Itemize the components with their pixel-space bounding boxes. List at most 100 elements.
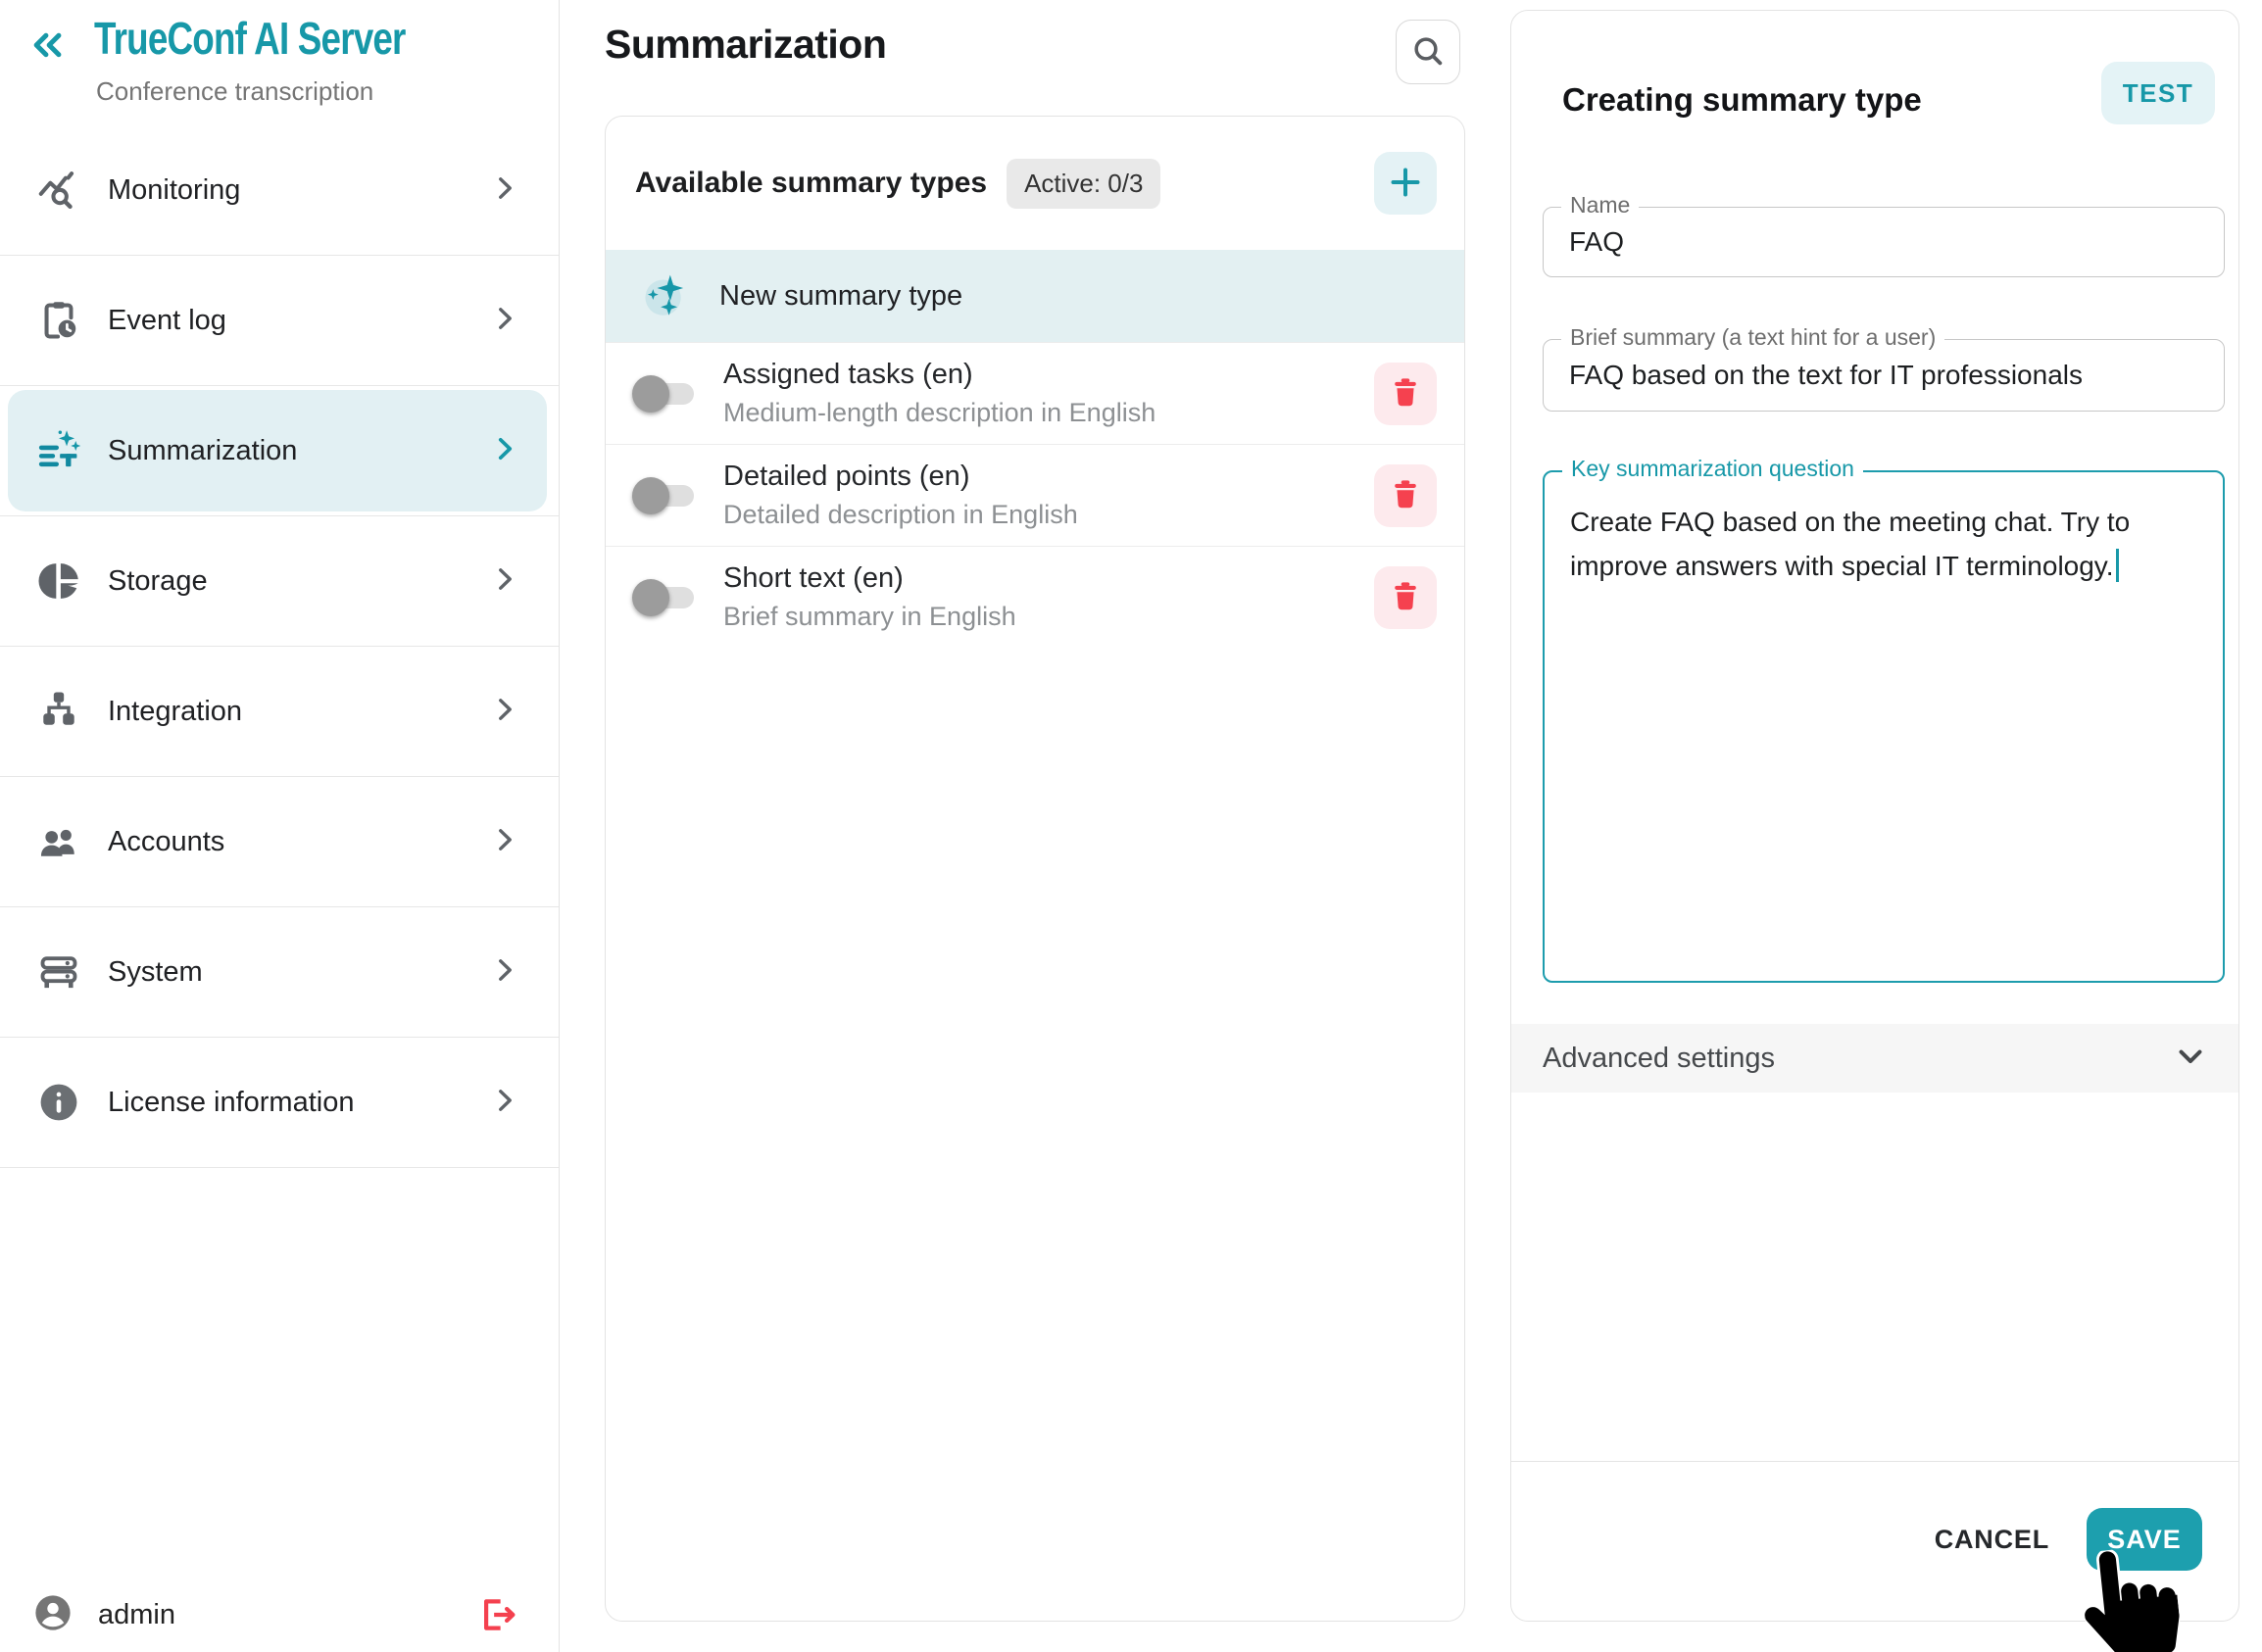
chevron-down-icon [2172,1038,2209,1080]
brief-summary-field-value: FAQ based on the text for IT professiona… [1569,360,2083,390]
list-item-description: Medium-length description in English [723,398,1156,427]
chevron-right-icon [488,432,521,470]
text-caret [2115,549,2119,582]
sidebar-item-event-log[interactable]: Event log [0,256,559,385]
list-item-text: Assigned tasks (en) Medium-length descri… [723,359,1156,428]
divider [0,255,559,256]
user-row: admin [0,1579,558,1650]
chevron-right-icon [488,823,521,861]
toggle-thumb [632,578,669,616]
advanced-settings-toggle[interactable]: Advanced settings [1511,1024,2238,1093]
trash-icon [1387,577,1424,617]
name-field[interactable]: Name FAQ [1543,192,2225,277]
trash-icon [1387,475,1424,515]
sidebar-nav: Monitoring Event log [0,125,559,1168]
name-field-value: FAQ [1569,226,1625,257]
chevron-right-icon [488,171,521,210]
cancel-button[interactable]: CANCEL [1935,1508,2049,1571]
toggle-thumb [632,476,669,514]
list-item-description: Brief summary in English [723,602,1016,631]
sidebar-item-label: Storage [108,564,208,597]
save-button[interactable]: SAVE [2087,1508,2202,1571]
test-button[interactable]: TEST [2101,62,2215,124]
trash-icon [1387,373,1424,413]
list-item-new-summary-type[interactable]: New summary type [606,250,1464,342]
logout-button[interactable] [473,1590,522,1639]
list-item-text: Short text (en) Brief summary in English [723,562,1016,632]
list-item-title: Detailed points (en) [723,461,970,492]
summarization-panel: Summarization Available summary types Ac… [561,0,1495,1652]
list-item-description: Detailed description in English [723,500,1078,529]
list-item-title: Short text (en) [723,562,904,594]
sidebar-item-label: Summarization [108,434,298,466]
license-icon [35,1079,82,1126]
sidebar-item-system[interactable]: System [0,907,559,1037]
key-summarization-question-value: Create FAQ based on the meeting chat. Tr… [1570,507,2131,582]
sidebar-item-storage[interactable]: Storage [0,516,559,646]
search-button[interactable] [1396,20,1460,84]
list-item-title: Assigned tasks (en) [723,359,973,390]
sidebar-item-monitoring[interactable]: Monitoring [0,125,559,255]
integration-icon [35,688,82,735]
key-summarization-question-field[interactable]: Key summarization question Create FAQ ba… [1543,456,2225,983]
accounts-icon [35,818,82,865]
brief-summary-field-label: Brief summary (a text hint for a user) [1561,324,1945,351]
toggle-assigned-tasks[interactable] [632,374,694,413]
sidebar-collapse-button[interactable] [22,22,73,73]
plus-icon [1386,163,1425,205]
toggle-detailed-points[interactable] [632,476,694,514]
logout-icon [484,1599,516,1630]
chevron-right-icon [488,562,521,601]
monitoring-icon [35,167,82,214]
sidebar-item-summarization[interactable]: Summarization [0,386,559,515]
brief-summary-field[interactable]: Brief summary (a text hint for a user) F… [1543,324,2225,412]
list-item-short-text[interactable]: Short text (en) Brief summary in English [606,546,1464,648]
delete-assigned-tasks-button[interactable] [1374,362,1437,425]
editor-title: Creating summary type [1562,81,1922,118]
key-summarization-question-label: Key summarization question [1562,456,1863,482]
card-title: Available summary types [635,167,988,199]
sidebar-item-label: Event log [108,304,226,336]
divider [0,515,559,516]
toggle-short-text[interactable] [632,578,694,616]
divider [0,1167,559,1168]
card-header: Available summary types Active: 0/3 [606,117,1464,250]
advanced-settings-label: Advanced settings [1543,1042,1775,1074]
sidebar-item-integration[interactable]: Integration [0,647,559,776]
divider [0,385,559,386]
new-summary-type-label: New summary type [719,279,963,312]
sidebar-item-label: Integration [108,695,243,727]
add-summary-type-button[interactable] [1374,152,1437,215]
search-icon [1408,31,1448,73]
divider [0,776,559,777]
user-name: admin [98,1598,175,1630]
delete-short-text-button[interactable] [1374,565,1437,629]
double-chevron-left-icon [22,20,73,75]
storage-icon [35,558,82,605]
sidebar-item-label: Monitoring [108,173,241,206]
list-item-detailed-points[interactable]: Detailed points (en) Detailed descriptio… [606,444,1464,546]
sidebar-item-accounts[interactable]: Accounts [0,777,559,906]
sparkles-icon [637,266,694,327]
list-item-text: Detailed points (en) Detailed descriptio… [723,461,1078,530]
divider [0,906,559,907]
event-log-icon [35,297,82,344]
app-logo: TrueConf AI Server [94,13,406,64]
sidebar-item-label: Accounts [108,825,225,857]
divider [0,646,559,647]
system-icon [35,948,82,996]
sidebar-item-label: System [108,955,203,988]
page-title: Summarization [605,22,887,67]
name-field-label: Name [1561,192,1640,219]
active-count-badge: Active: 0/3 [1007,158,1161,209]
creating-summary-type-panel: Creating summary type TEST Name FAQ Brie… [1510,10,2239,1622]
delete-detailed-points-button[interactable] [1374,463,1437,527]
sidebar-item-license-information[interactable]: License information [0,1038,559,1167]
summary-types-card: Available summary types Active: 0/3 [605,116,1465,1622]
list-item-assigned-tasks[interactable]: Assigned tasks (en) Medium-length descri… [606,342,1464,444]
chevron-right-icon [488,302,521,340]
chevron-right-icon [488,693,521,731]
divider [1511,1461,2238,1462]
sidebar: TrueConf AI Server Conference transcript… [0,0,560,1652]
